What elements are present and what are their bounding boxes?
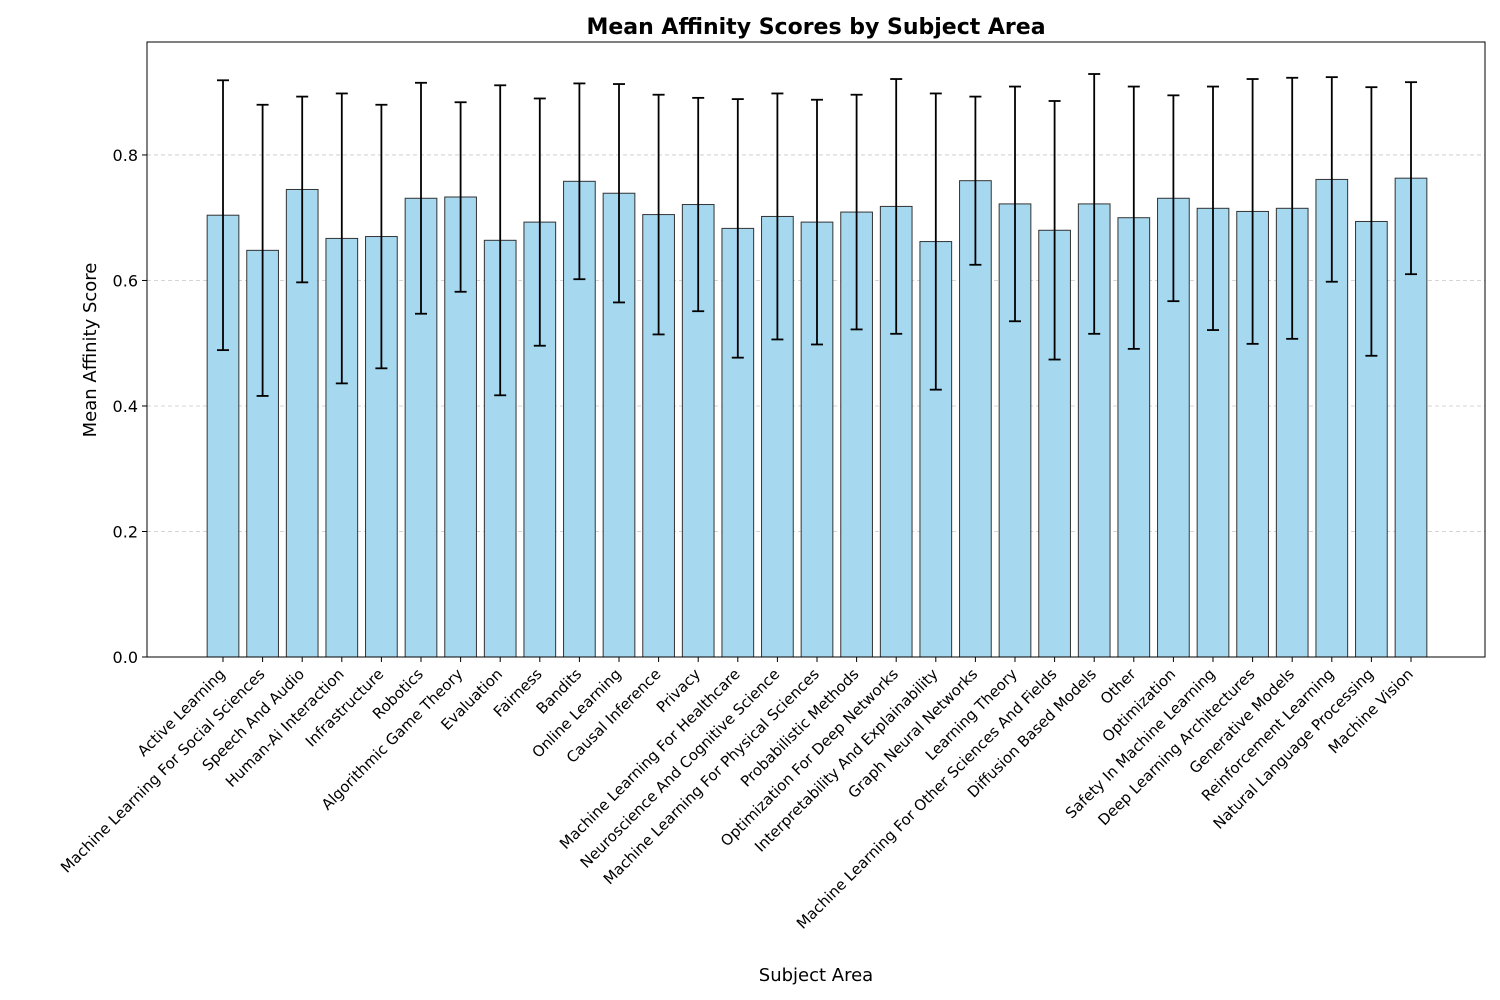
y-tick-label: 0.0 bbox=[113, 648, 138, 667]
y-axis-ticks: 0.0 0.2 0.4 0.6 0.8 bbox=[113, 146, 147, 667]
y-tick-label: 0.2 bbox=[113, 522, 138, 541]
error-bar bbox=[1286, 76, 1299, 340]
error-bar bbox=[1127, 85, 1140, 350]
error-bar bbox=[454, 101, 467, 293]
error-bar bbox=[731, 98, 744, 359]
plot-frame bbox=[146, 41, 1486, 658]
error-bar bbox=[1207, 85, 1219, 331]
error-bar bbox=[692, 96, 705, 313]
error-bar bbox=[335, 92, 348, 385]
error-bar bbox=[969, 95, 982, 266]
bar bbox=[523, 221, 557, 658]
chart-title: Mean Affinity Scores by Subject Area bbox=[586, 15, 1045, 40]
error-bars bbox=[217, 73, 1417, 397]
y-tick-label: 0.8 bbox=[113, 146, 138, 165]
error-bar bbox=[1365, 86, 1378, 357]
error-bar bbox=[217, 79, 229, 352]
error-bar bbox=[573, 82, 586, 281]
error-bar bbox=[375, 103, 388, 370]
y-axis-label: Mean Affinity Score bbox=[80, 263, 101, 438]
error-bar bbox=[613, 83, 625, 304]
error-bar bbox=[1048, 100, 1061, 361]
y-tick-label: 0.6 bbox=[113, 271, 138, 290]
error-bar bbox=[533, 97, 546, 347]
error-bar bbox=[415, 81, 427, 315]
error-bar bbox=[296, 95, 309, 284]
error-bar bbox=[1246, 78, 1259, 345]
x-axis-label: Subject Area bbox=[759, 965, 873, 986]
bar bbox=[483, 239, 517, 658]
error-bar bbox=[1088, 73, 1101, 335]
error-bar bbox=[1009, 85, 1021, 323]
error-bar bbox=[256, 103, 269, 397]
error-bar bbox=[1405, 81, 1417, 276]
error-bar bbox=[929, 92, 942, 391]
error-bar bbox=[1167, 94, 1180, 303]
error-bar bbox=[811, 98, 823, 346]
y-tick-label: 0.4 bbox=[113, 397, 138, 416]
error-bar bbox=[1325, 76, 1338, 283]
error-bar bbox=[652, 93, 665, 336]
error-bar bbox=[890, 78, 903, 335]
error-bar bbox=[850, 93, 863, 331]
error-bar bbox=[494, 84, 507, 397]
error-bar bbox=[771, 92, 784, 341]
